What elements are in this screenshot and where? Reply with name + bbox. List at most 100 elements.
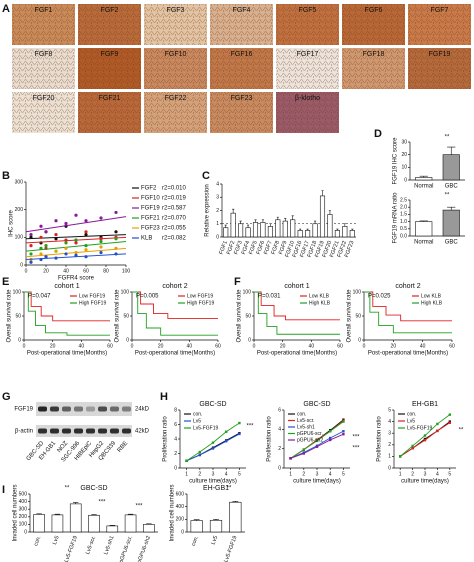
image-label: FGF6: [365, 7, 383, 14]
ihc-texture: [78, 92, 141, 133]
legend-label: High FGF19: [187, 300, 214, 306]
blot-band: [38, 428, 47, 434]
image-label: FGF3: [167, 7, 185, 14]
y-tick-label: 4: [278, 427, 281, 433]
bar: [342, 226, 348, 238]
bar: [190, 520, 203, 533]
ihc-texture: [276, 92, 339, 133]
chart-title: GBC-SD: [303, 401, 330, 408]
blot-band: [122, 406, 131, 412]
y-tick-label: 2: [278, 446, 281, 452]
error-bar: [328, 210, 332, 215]
ihc-texture: [144, 92, 207, 133]
x-tick-label: 0: [25, 268, 28, 274]
image-label: FGF23: [231, 95, 253, 102]
x-tick-label: Lv5-FGF19: [223, 535, 238, 562]
x-tick-label: FGF10: [284, 240, 295, 258]
scatter-point: [29, 232, 33, 237]
y-axis-label: Overall survival rate: [115, 289, 121, 343]
point-marker: [185, 459, 188, 462]
error-bar: [321, 190, 324, 196]
bar: [209, 519, 223, 533]
x-tick-label: 2: [411, 471, 414, 477]
error-bar: [261, 219, 265, 223]
annotation: **: [65, 486, 70, 492]
x-tick-label: FGF9: [278, 240, 288, 255]
x-tick-label: FGF16: [292, 240, 303, 258]
image-label: FGF9: [101, 51, 119, 58]
blot-row-label: β-actin: [15, 429, 33, 435]
y-tick-label: 6: [174, 422, 177, 428]
error-bar: [291, 215, 294, 220]
error-bar: [447, 146, 456, 155]
scatter-point: [39, 224, 43, 228]
x-tick-label: FGF4: [241, 240, 251, 255]
image-label: FGF1: [35, 7, 53, 14]
blot-band: [110, 428, 119, 434]
bar: [106, 525, 119, 533]
error-bar: [91, 514, 97, 516]
legend-label: Lv5-FGF19: [193, 425, 219, 431]
legend-label: FGF10: [141, 196, 160, 202]
annotation: ***: [135, 504, 143, 510]
y-tick-label: 0: [181, 529, 184, 535]
ihc-texture: [12, 4, 75, 45]
x-tick-label: 40: [420, 343, 426, 349]
x-tick-label: 0: [363, 343, 366, 349]
x-axis-label: Post-operational time(Months): [257, 351, 337, 357]
blot-band: [110, 406, 119, 412]
y-tick-label: 6: [278, 407, 281, 413]
image-label: FGF20: [33, 95, 55, 102]
error-bar: [447, 206, 456, 211]
y-tick-label: 100: [353, 289, 362, 295]
y-tick-label: 50: [123, 313, 129, 319]
blot-band: [86, 406, 95, 412]
x-tick-label: 80: [103, 268, 109, 274]
y-tick-label: 1: [216, 221, 219, 227]
ihc-texture: [408, 48, 471, 89]
panel-letter: C: [202, 170, 210, 182]
chart-title: EH-GB1: [203, 485, 229, 492]
point-marker: [423, 434, 427, 437]
y-tick-label: 100: [15, 235, 24, 241]
x-tick-label: FGF18: [307, 240, 318, 258]
y-tick-label: 5: [388, 407, 391, 413]
fit-line: [25, 253, 127, 260]
point-marker: [238, 421, 241, 425]
legend-label: Lv5: [193, 418, 201, 424]
bar: [415, 177, 433, 181]
y-tick-label: 400: [176, 504, 185, 510]
error-bar: [419, 220, 428, 222]
y-tick-label: 200: [19, 514, 28, 520]
x-tick-label: FGF21: [329, 240, 340, 258]
y-axis-label: Proliferation ratio: [163, 416, 169, 462]
point-marker: [436, 422, 439, 426]
x-tick-label: 60: [83, 268, 89, 274]
image-label: FGF17: [297, 51, 319, 58]
y-tick-label: 2: [388, 442, 391, 448]
bar: [51, 514, 64, 533]
panel-letter: D: [374, 128, 382, 140]
ihc-texture: [210, 4, 273, 45]
ihc-texture: [276, 4, 339, 45]
legend-stat: r2=0.010: [162, 186, 187, 192]
bar: [290, 219, 296, 238]
legend-label: High KLB: [421, 300, 443, 306]
annotation: ***: [98, 500, 106, 506]
error-bar: [419, 175, 428, 178]
blot-band: [62, 428, 71, 434]
point-marker: [329, 430, 332, 433]
legend-label: con.: [193, 411, 202, 417]
annotation: P=0.031: [258, 294, 281, 300]
point-marker: [342, 420, 345, 423]
blot-row-label: FGF19: [14, 407, 33, 413]
scatter-point: [99, 250, 103, 255]
scatter-point: [74, 238, 78, 242]
legend-label: High FGF19: [79, 300, 106, 306]
x-tick-label: 40: [63, 268, 69, 274]
scatter-point: [99, 239, 103, 244]
x-tick-label: 20: [158, 343, 164, 349]
x-tick-label: 5: [238, 471, 241, 477]
scatter-point: [74, 213, 78, 217]
y-axis-label: FGF19 IHC score: [393, 137, 399, 185]
